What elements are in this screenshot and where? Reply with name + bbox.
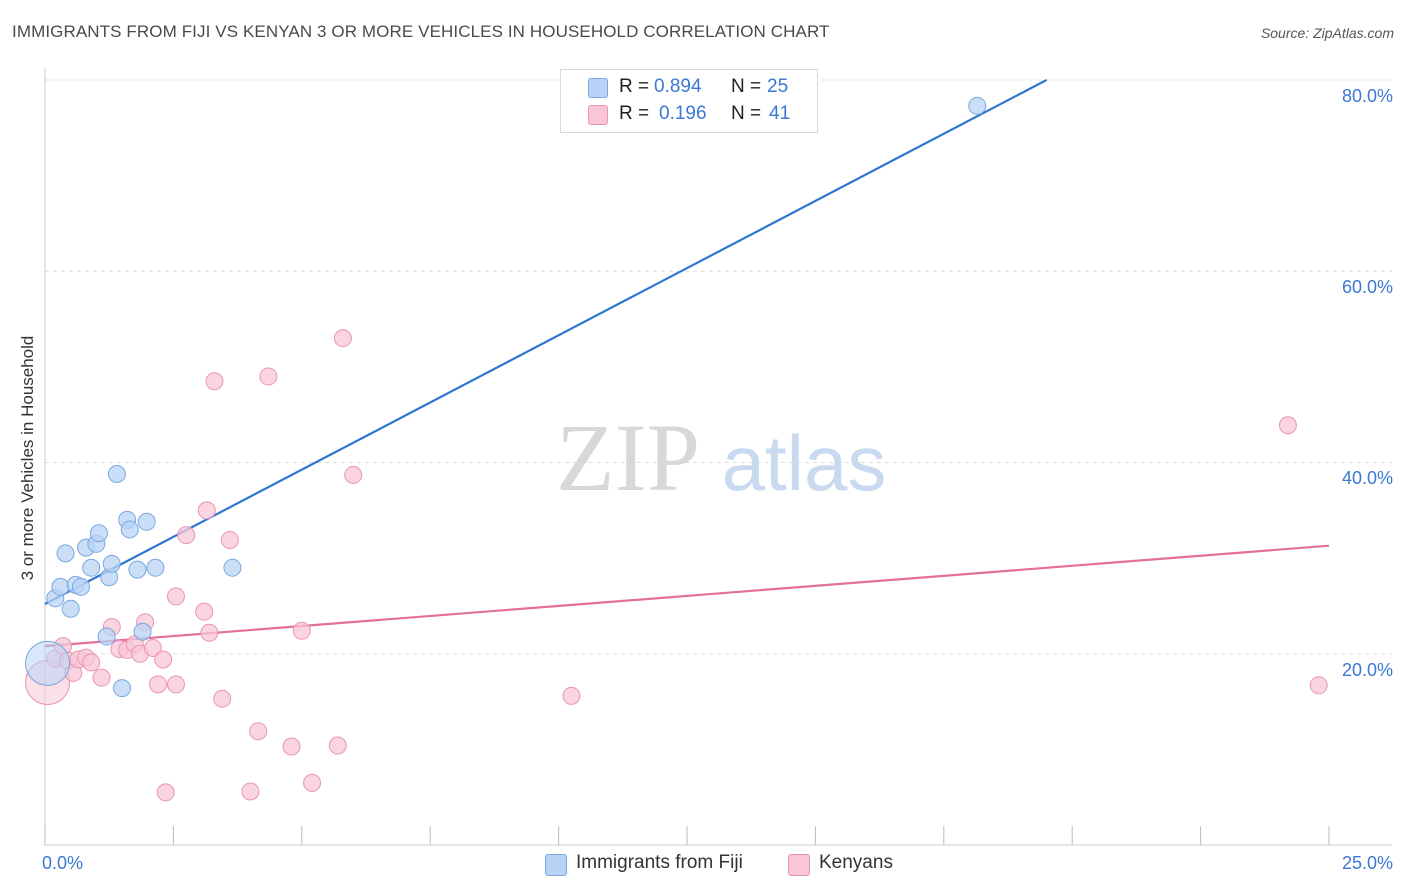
watermark-atlas: atlas [722,419,887,507]
y-tick-label-20: 20.0% [1341,660,1393,680]
kenyan-point-37 [562,686,581,705]
legend-kenyans-label: Kenyans [819,852,893,873]
gridlines [45,79,1392,655]
fiji-point-19 [133,622,152,641]
legend-fiji-label: Immigrants from Fiji [576,852,743,873]
x-tick-label-min: 0.0% [42,853,84,873]
y-tick-label-80: 80.0% [1341,86,1393,106]
kenyan-point-16 [148,675,167,694]
fiji-n-value: 25 [767,76,789,97]
kenyan-point-26 [213,689,232,708]
fiji-point-14 [107,464,126,483]
legend-kenyans-swatch [788,854,810,876]
fiji-point-0 [25,640,71,686]
data-points [25,96,1328,802]
fiji-point-3 [56,544,75,563]
kenyan-point-15 [143,639,162,658]
kenyan-point-39 [1309,676,1328,695]
fiji-point-20 [137,512,156,531]
kenyan-point-19 [166,675,185,694]
fiji-point-4 [61,599,80,618]
kenyan-point-35 [333,329,352,348]
kenyan-point-31 [282,737,301,756]
kenyan-point-28 [241,782,260,801]
kenyan-point-22 [195,602,214,621]
legend-row-fiji: R = 0.894 N = 25 [561,73,817,101]
fiji-point-23 [968,96,987,115]
kenyan-swatch [588,105,608,125]
fiji-point-21 [146,558,165,577]
fiji-swatch [588,78,608,98]
source-credit: Source: ZipAtlas.com [1260,25,1394,41]
fiji-point-17 [120,520,139,539]
kenyan-point-38 [1278,416,1297,435]
kenyan-point-33 [303,773,322,792]
kenyan-point-27 [220,530,239,549]
kenyan-point-29 [249,722,268,741]
fiji-r-label: R = [619,76,650,97]
kenyan-point-36 [344,465,363,484]
fiji-point-10 [89,524,108,543]
watermark-zip: ZIP [556,404,700,511]
y-tick-label-40: 40.0% [1341,468,1393,488]
kenyan-point-18 [156,783,175,802]
kenyan-point-24 [200,623,219,642]
fiji-point-8 [82,558,101,577]
fiji-point-6 [71,577,90,596]
fiji-point-2 [51,577,70,596]
kenyan-point-17 [154,650,173,669]
fiji-point-13 [102,554,121,573]
kenyan-r-value: 0.196 [659,103,707,124]
stats-legend: R = 0.894 N = 25 R = 0.196 N = 41 [560,69,818,133]
y-tick-label-60: 60.0% [1341,277,1393,297]
chart-title: IMMIGRANTS FROM FIJI VS KENYAN 3 OR MORE… [12,22,830,41]
kenyan-point-8 [92,668,111,687]
fiji-point-15 [113,679,132,698]
kenyan-point-7 [82,653,101,672]
kenyan-point-30 [259,367,278,386]
fiji-n-label: N = [731,76,762,97]
kenyan-r-label: R = [619,103,650,124]
fiji-point-22 [223,558,242,577]
axes [44,68,1392,846]
kenyan-trend-line [44,544,1330,648]
fiji-r-value: 0.894 [654,76,702,97]
legend-fiji-swatch [545,854,567,876]
kenyan-point-23 [197,501,216,520]
kenyan-point-32 [292,621,311,640]
kenyan-point-21 [177,526,196,545]
kenyan-n-label: N = [731,103,762,124]
kenyan-n-value: 41 [769,103,791,124]
kenyan-point-20 [166,587,185,606]
legend-row-kenyan: R = 0.196 N = 41 [561,100,817,128]
kenyan-point-25 [205,372,224,391]
fiji-trend-line [44,79,1048,605]
watermark: ZIP atlas [556,404,886,511]
x-tick-label-max: 25.0% [1341,853,1393,873]
fiji-point-11 [97,627,116,646]
kenyan-point-34 [328,736,347,755]
fiji-point-18 [128,560,147,579]
